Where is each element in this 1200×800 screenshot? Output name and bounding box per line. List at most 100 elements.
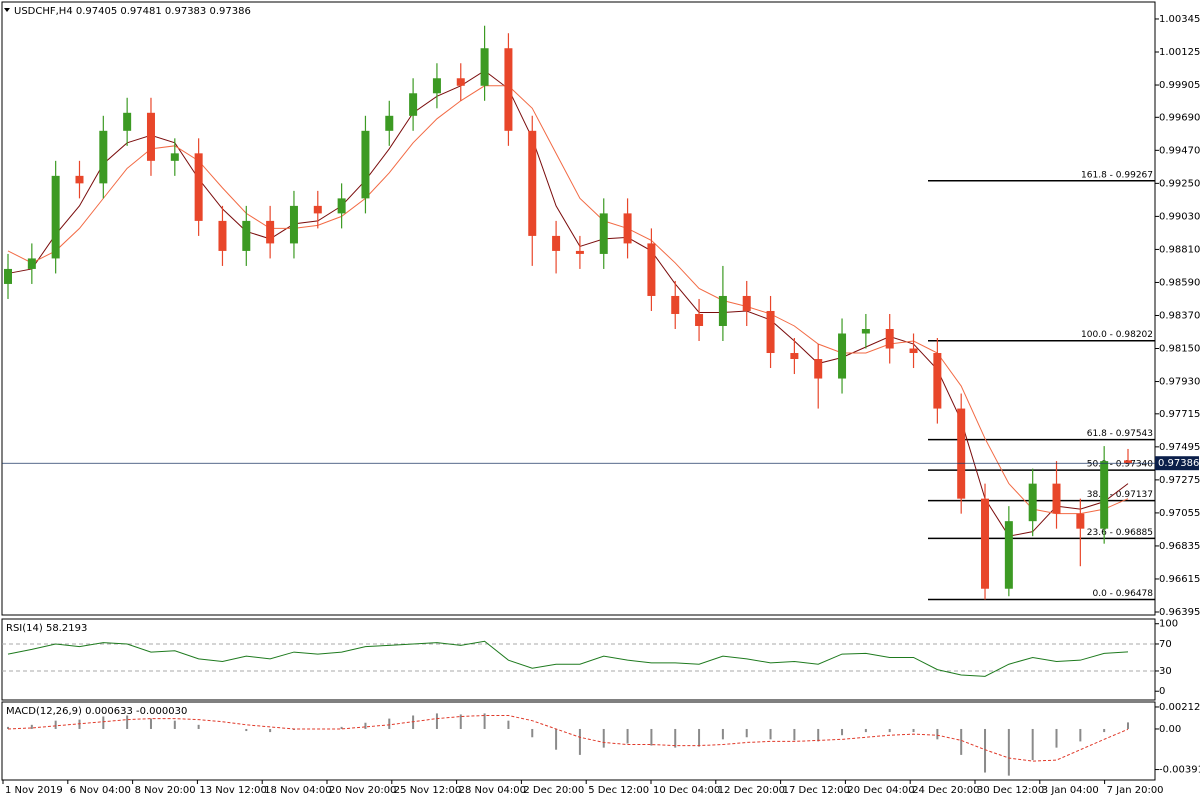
candle-body	[266, 220, 275, 244]
fib-label: 61.8 - 0.97543	[1087, 429, 1153, 439]
candle-body	[1124, 460, 1132, 464]
rsi-line	[7, 640, 1129, 677]
y-tick-label: 0.00	[1159, 724, 1181, 735]
x-tick-label: 6 Nov 04:00	[70, 785, 131, 796]
candle-body	[99, 130, 108, 184]
candle-body	[861, 328, 870, 334]
candle-body	[909, 348, 918, 354]
fib-label: 38.2 - 0.97137	[1087, 490, 1153, 500]
candle-body	[409, 93, 418, 116]
x-tick-label: 8 Nov 20:00	[135, 785, 196, 796]
candle-body	[385, 115, 394, 131]
y-tick-label: 0.97275	[1159, 475, 1200, 486]
candle-body	[647, 243, 656, 296]
y-tick-label: 0	[1159, 686, 1165, 697]
y-tick-label: 0.96395	[1159, 607, 1200, 618]
x-tick-label: 5 Dec 12:00	[588, 785, 649, 796]
price-tag-label: 0.97386	[1158, 458, 1199, 469]
y-tick-label: 0.98370	[1159, 310, 1200, 321]
x-tick-label: 30 Dec 12:00	[977, 785, 1044, 796]
macd-frame	[1, 701, 1156, 781]
x-tick-label: 2 Dec 20:00	[523, 785, 584, 796]
y-tick-label: -0.003912	[1159, 765, 1200, 776]
main-frame	[1, 1, 1156, 616]
candle-body	[981, 498, 990, 589]
y-tick-label: 0.002121	[1159, 702, 1200, 713]
candle-body	[27, 258, 36, 269]
y-tick-label: 0.96615	[1159, 574, 1200, 585]
fib-label: 50.0 - 0.97340	[1087, 460, 1153, 470]
candle-body	[361, 130, 370, 199]
candle-body	[1052, 483, 1061, 514]
candle-body	[838, 333, 847, 379]
candle-body	[933, 353, 942, 409]
y-tick-label: 0.99690	[1159, 112, 1200, 123]
signal-line	[7, 714, 1129, 762]
x-tick-label: 17 Dec 12:00	[783, 785, 850, 796]
candle-body	[718, 295, 727, 326]
candle-body	[957, 408, 966, 499]
x-tick-label: 10 Dec 04:00	[653, 785, 720, 796]
candle-body	[146, 112, 155, 161]
x-tick-label: 20 Nov 20:00	[329, 785, 396, 796]
rsi-frame	[1, 618, 1156, 701]
candle-body	[75, 175, 84, 184]
panel-title: USDCHF,H4 0.97405 0.97481 0.97383 0.9738…	[14, 6, 251, 17]
y-tick-label: 30	[1159, 666, 1172, 677]
y-tick-label: 0.97055	[1159, 508, 1200, 519]
candle-body	[194, 153, 203, 221]
y-tick-label: 0.97930	[1159, 377, 1200, 388]
candle-body	[575, 250, 584, 254]
candle-body	[1004, 521, 1013, 589]
y-tick-label: 0.99250	[1159, 178, 1200, 189]
candle-body	[504, 48, 513, 131]
x-tick-label: 7 Jan 20:00	[1107, 785, 1164, 796]
fib-label: 161.8 - 0.99267	[1081, 170, 1153, 180]
candle-body	[814, 359, 823, 379]
x-tick-label: 25 Nov 12:00	[394, 785, 461, 796]
y-tick-label: 0.97495	[1159, 442, 1200, 453]
y-tick-label: 1.00345	[1159, 14, 1200, 25]
candle-body	[4, 268, 12, 284]
fib-label: 0.0 - 0.96478	[1093, 589, 1154, 599]
y-tick-label: 0.98150	[1159, 344, 1200, 355]
candle-body	[766, 310, 775, 354]
y-tick-label: 0.99470	[1159, 145, 1200, 156]
x-tick-label: 24 Dec 20:00	[912, 785, 979, 796]
candle-body	[123, 112, 132, 131]
candle-body	[1100, 461, 1109, 529]
candle-body	[170, 153, 179, 161]
candle-body	[790, 353, 799, 360]
y-tick-label: 1.00125	[1159, 47, 1200, 58]
candle-body	[51, 175, 60, 259]
y-tick-label: 0.99905	[1159, 80, 1200, 91]
y-tick-label: 0.96835	[1159, 541, 1200, 552]
candle-body	[885, 328, 894, 349]
panel-title: MACD(12,26,9) 0.000633 -0.000030	[6, 706, 187, 717]
candle-body	[671, 295, 680, 314]
x-tick-label: 1 Nov 2019	[5, 785, 63, 796]
y-tick-label: 0.98810	[1159, 244, 1200, 255]
candle-body	[432, 78, 441, 94]
candle-body	[480, 48, 489, 86]
candle-body	[695, 313, 704, 326]
y-tick-label: 0.97715	[1159, 409, 1200, 420]
candle-body	[1076, 513, 1085, 529]
candle-body	[289, 205, 298, 244]
candle-body	[337, 198, 346, 214]
fib-label: 23.6 - 0.96885	[1087, 528, 1153, 538]
x-tick-label: 28 Nov 04:00	[459, 785, 526, 796]
x-tick-label: 13 Nov 12:00	[199, 785, 266, 796]
candle-body	[552, 235, 561, 251]
price-tag	[1155, 456, 1199, 471]
y-tick-label: 0.98590	[1159, 277, 1200, 288]
candle-body	[742, 295, 751, 311]
candle-body	[313, 205, 322, 214]
candle-body	[218, 220, 227, 251]
candle-body	[528, 130, 537, 236]
fib-label: 100.0 - 0.98202	[1081, 330, 1153, 340]
y-tick-label: 100	[1159, 619, 1178, 630]
collapse-arrow	[4, 8, 10, 12]
